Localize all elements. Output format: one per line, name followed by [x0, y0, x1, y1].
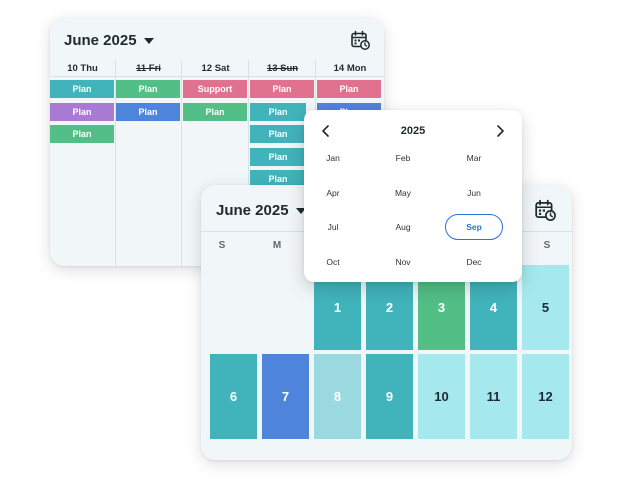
picker-month[interactable]: Mar [466, 153, 482, 163]
weekday-label: S [543, 240, 551, 251]
week-month-selector[interactable]: June 2025 [64, 32, 154, 49]
event-chip[interactable]: Plan [250, 102, 306, 121]
week-header-divider [50, 76, 384, 77]
week-month-title: June 2025 [64, 32, 137, 49]
weekday-label: S [218, 240, 226, 251]
picker-month[interactable]: May [394, 188, 412, 198]
calendar-clock-icon[interactable] [350, 30, 370, 55]
day-cell[interactable]: 12 [522, 354, 569, 439]
picker-month[interactable]: Jul [327, 222, 339, 232]
month-title: June 2025 [216, 202, 289, 219]
calendar-clock-icon[interactable] [534, 199, 556, 226]
day-header: 11 Fri [136, 63, 161, 74]
picker-month-selected[interactable]: Sep [445, 214, 503, 240]
day-header: 14 Mon [333, 63, 367, 74]
day-header: 12 Sat [201, 63, 230, 74]
day-cell[interactable]: 7 [262, 354, 309, 439]
picker-month[interactable]: Dec [466, 257, 482, 267]
event-chip[interactable]: Plan [50, 102, 114, 121]
event-chip[interactable]: Plan [50, 80, 114, 98]
picker-month[interactable]: Aug [395, 222, 411, 232]
day-header: 13 Sun [266, 63, 299, 74]
event-chip[interactable]: Plan [317, 80, 381, 98]
picker-month[interactable]: Feb [395, 153, 411, 163]
day-header: 10 Thu [67, 63, 98, 74]
caret-down-icon [143, 38, 154, 44]
picker-year: 2025 [400, 125, 426, 137]
picker-month[interactable]: Nov [395, 257, 411, 267]
day-cell[interactable]: 11 [470, 354, 517, 439]
picker-month[interactable]: Oct [326, 257, 340, 267]
chevron-left-icon[interactable] [318, 123, 334, 139]
picker-month[interactable]: Apr [326, 188, 340, 198]
day-column: 10 Thu Plan Plan Plan [50, 60, 116, 266]
event-chip[interactable]: Plan [250, 170, 306, 188]
day-cell[interactable]: 8 [314, 354, 361, 439]
day-cell[interactable]: 10 [418, 354, 465, 439]
event-chip[interactable]: Plan [116, 80, 180, 98]
day-column: 11 Fri Plan Plan [116, 60, 182, 266]
event-chip[interactable]: Plan [50, 125, 114, 143]
weekday-label: M [272, 240, 282, 251]
chevron-right-icon[interactable] [492, 123, 508, 139]
month-month-selector[interactable]: June 2025 [216, 202, 306, 219]
month-picker-popup: 2025 Jan Feb Mar Apr May Jun Jul Aug Sep Oct Nov De… [304, 110, 522, 282]
event-chip[interactable]: Plan [250, 147, 306, 166]
picker-month[interactable]: Jan [326, 153, 340, 163]
event-chip[interactable]: Support [183, 80, 247, 98]
day-cell[interactable]: 6 [210, 354, 257, 439]
day-column: 13 Sun Plan Plan Plan Plan Plan [250, 60, 316, 266]
event-chip[interactable]: Plan [116, 102, 180, 121]
event-chip[interactable]: Plan [183, 102, 247, 121]
caret-down-icon [295, 208, 306, 214]
day-cell[interactable]: 9 [366, 354, 413, 439]
picker-month[interactable]: Jun [467, 188, 481, 198]
event-chip[interactable]: Plan [250, 80, 314, 98]
day-cell[interactable]: 5 [522, 265, 569, 350]
day-column: 12 Sat Support Plan [183, 60, 249, 266]
event-chip[interactable]: Plan [250, 125, 306, 143]
